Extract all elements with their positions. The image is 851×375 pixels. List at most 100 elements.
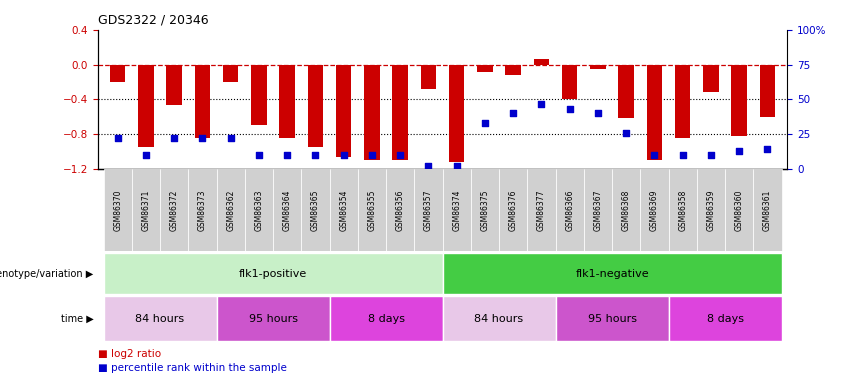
Text: GSM86366: GSM86366 <box>565 189 574 231</box>
Point <box>196 135 209 141</box>
Bar <box>104 253 443 294</box>
Text: GSM86357: GSM86357 <box>424 189 433 231</box>
Bar <box>301 169 329 251</box>
Text: 84 hours: 84 hours <box>475 314 523 324</box>
Bar <box>132 169 160 251</box>
Bar <box>556 169 584 251</box>
Point <box>252 152 266 158</box>
Bar <box>448 64 465 162</box>
Bar <box>273 169 301 251</box>
Bar <box>195 64 210 138</box>
Bar <box>245 169 273 251</box>
Point <box>478 120 492 126</box>
Text: 95 hours: 95 hours <box>248 314 298 324</box>
Bar <box>223 64 238 82</box>
Bar <box>443 296 556 341</box>
Bar <box>640 169 669 251</box>
Bar <box>386 169 414 251</box>
Bar <box>216 296 329 341</box>
Text: GSM86359: GSM86359 <box>706 189 716 231</box>
Text: GSM86365: GSM86365 <box>311 189 320 231</box>
Bar <box>357 169 386 251</box>
Text: GSM86368: GSM86368 <box>621 189 631 231</box>
Text: GSM86355: GSM86355 <box>368 189 376 231</box>
Bar <box>251 64 266 125</box>
Text: GSM86374: GSM86374 <box>452 189 461 231</box>
Text: GSM86375: GSM86375 <box>481 189 489 231</box>
Bar <box>336 64 351 158</box>
Bar <box>110 64 125 82</box>
Bar <box>556 296 669 341</box>
Text: 84 hours: 84 hours <box>135 314 185 324</box>
Bar <box>392 64 408 160</box>
Text: GSM86354: GSM86354 <box>340 189 348 231</box>
Bar <box>471 169 499 251</box>
Text: GSM86358: GSM86358 <box>678 189 687 231</box>
Bar <box>731 64 747 136</box>
Text: GSM86360: GSM86360 <box>734 189 744 231</box>
Text: GSM86372: GSM86372 <box>169 189 179 231</box>
Text: GSM86377: GSM86377 <box>537 189 545 231</box>
Bar <box>443 169 471 251</box>
Bar <box>647 64 662 160</box>
Bar <box>443 253 781 294</box>
Bar <box>697 169 725 251</box>
Text: 8 days: 8 days <box>706 314 744 324</box>
Bar <box>669 169 697 251</box>
Bar <box>499 169 528 251</box>
Bar <box>669 296 781 341</box>
Text: genotype/variation ▶: genotype/variation ▶ <box>0 269 94 279</box>
Bar <box>364 64 380 160</box>
Bar <box>329 169 357 251</box>
Bar <box>675 64 690 138</box>
Bar <box>279 64 295 138</box>
Bar <box>725 169 753 251</box>
Point <box>168 135 181 141</box>
Text: GSM86356: GSM86356 <box>396 189 404 231</box>
Text: GSM86361: GSM86361 <box>762 189 772 231</box>
Point <box>309 152 323 158</box>
Text: GSM86369: GSM86369 <box>650 189 659 231</box>
Point <box>506 110 520 116</box>
Point <box>563 106 576 112</box>
Point <box>139 152 152 158</box>
Point <box>534 100 548 106</box>
Bar <box>505 64 521 75</box>
Bar <box>138 64 154 147</box>
Point <box>224 135 237 141</box>
Text: ■ log2 ratio: ■ log2 ratio <box>98 350 161 359</box>
Bar <box>619 64 634 118</box>
Bar <box>104 296 216 341</box>
Bar <box>534 58 549 64</box>
Text: GSM86363: GSM86363 <box>254 189 264 231</box>
Text: GSM86367: GSM86367 <box>593 189 603 231</box>
Text: time ▶: time ▶ <box>61 314 94 324</box>
Point <box>337 152 351 158</box>
Text: flk1-negative: flk1-negative <box>575 269 648 279</box>
Text: GSM86370: GSM86370 <box>113 189 123 231</box>
Bar <box>329 296 443 341</box>
Point <box>676 152 689 158</box>
Bar <box>188 169 216 251</box>
Text: 8 days: 8 days <box>368 314 404 324</box>
Text: GDS2322 / 20346: GDS2322 / 20346 <box>98 13 208 26</box>
Point <box>393 152 407 158</box>
Bar <box>160 169 188 251</box>
Bar <box>612 169 640 251</box>
Text: ■ percentile rank within the sample: ■ percentile rank within the sample <box>98 363 287 373</box>
Bar <box>584 169 612 251</box>
Bar <box>414 169 443 251</box>
Point <box>450 163 464 169</box>
Bar <box>477 64 493 72</box>
Point <box>733 148 746 154</box>
Bar <box>753 169 781 251</box>
Point <box>365 152 379 158</box>
Text: GSM86376: GSM86376 <box>509 189 517 231</box>
Bar <box>420 64 437 89</box>
Text: GSM86373: GSM86373 <box>198 189 207 231</box>
Point <box>648 152 661 158</box>
Point <box>421 163 435 169</box>
Point <box>280 152 294 158</box>
Bar <box>590 64 606 69</box>
Text: flk1-positive: flk1-positive <box>239 269 307 279</box>
